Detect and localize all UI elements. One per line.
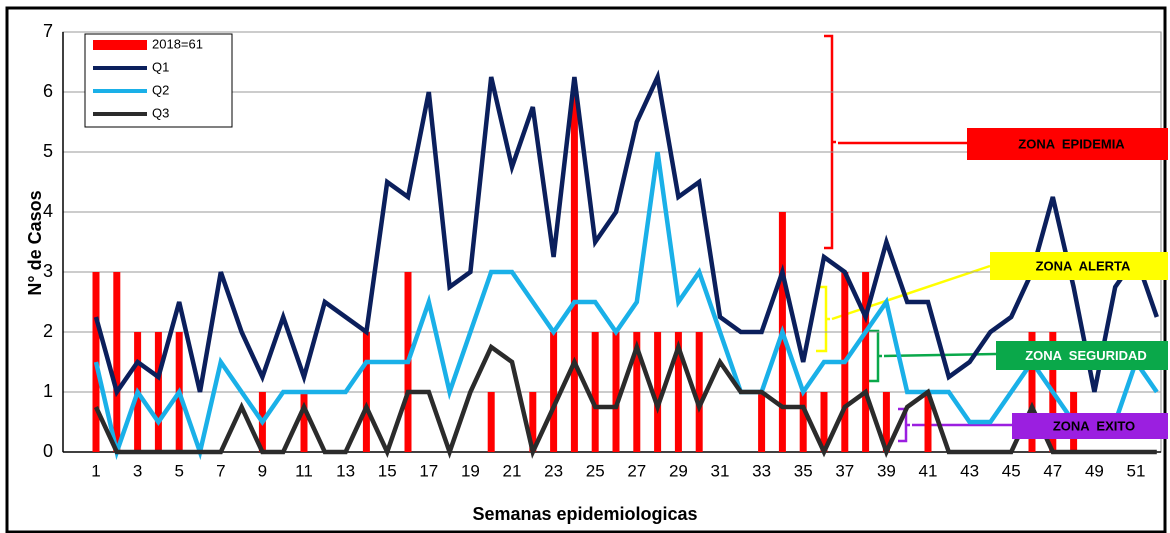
bar [487, 392, 495, 452]
bar [924, 392, 932, 452]
bar [300, 392, 308, 452]
bracket-epidemia [824, 34, 836, 250]
x-tick-label: 3 [133, 461, 142, 480]
annotation-text: ZONA SEGURIDAD [1025, 348, 1147, 363]
x-tick-label: 27 [627, 461, 646, 480]
y-tick-label: 5 [43, 141, 53, 161]
plot-area [62, 31, 1162, 453]
legend: 2018=61 Q1 Q2 Q3 [84, 33, 233, 128]
bar [362, 332, 370, 452]
bar [591, 332, 599, 452]
annotation-text: ZONA ALERTA [1036, 258, 1131, 273]
x-tick-label: 51 [1127, 461, 1146, 480]
annotation-text: ZONA EXITO [1053, 418, 1135, 433]
y-tick-label: 4 [43, 201, 53, 221]
bar [550, 332, 558, 452]
bar [820, 392, 828, 452]
legend-label: 2018=61 [152, 36, 203, 51]
annotation-box [990, 252, 1168, 280]
x-tick-label: 21 [503, 461, 522, 480]
x-tick-label: 43 [960, 461, 979, 480]
brackets [816, 34, 1012, 443]
annotation-box [1012, 413, 1168, 439]
bar [529, 392, 537, 452]
x-tick-label: 33 [752, 461, 771, 480]
annotation-text: ZONA EPIDEMIA [1018, 136, 1125, 151]
bar [612, 332, 620, 452]
legend-label: Q1 [152, 59, 169, 74]
bar [862, 272, 870, 452]
legend-label: Q2 [152, 82, 169, 97]
x-tick-label: 49 [1085, 461, 1104, 480]
y-tick-label: 2 [43, 321, 53, 341]
y-tick-label: 7 [43, 21, 53, 41]
x-tick-label: 45 [1002, 461, 1021, 480]
y-tick-label: 0 [43, 441, 53, 461]
annotation-box [967, 128, 1168, 160]
y-tick-label: 3 [43, 261, 53, 281]
x-tick-label: 9 [258, 461, 267, 480]
y-tick-label: 1 [43, 381, 53, 401]
x-tick-label: 25 [586, 461, 605, 480]
x-tick-label: 23 [544, 461, 563, 480]
bar [799, 392, 807, 452]
x-tick-label: 1 [91, 461, 100, 480]
x-tick-label: 41 [919, 461, 938, 480]
bar [1028, 332, 1036, 452]
legend-label: Q3 [152, 105, 169, 120]
bar [633, 332, 641, 452]
y-tick-label: 6 [43, 81, 53, 101]
x-tick-label: 15 [378, 461, 397, 480]
x-tick-label: 31 [711, 461, 730, 480]
x-tick-label: 47 [1043, 461, 1062, 480]
x-tick-label: 11 [295, 461, 313, 480]
x-tick-label: 5 [174, 461, 183, 480]
x-tick-label: 35 [794, 461, 813, 480]
bar [154, 332, 162, 452]
y-axis-title: N° de Casos [25, 190, 45, 295]
x-tick-label: 17 [419, 461, 438, 480]
bar [882, 392, 890, 452]
bracket-exito [898, 407, 910, 443]
x-tick-label: 37 [835, 461, 854, 480]
bar [570, 92, 578, 452]
x-tick-label: 13 [336, 461, 355, 480]
bracket-seguridad [866, 329, 882, 383]
x-tick-label: 29 [669, 461, 688, 480]
bracket-alerta [816, 285, 830, 353]
x-axis-title: Semanas epidemiologicas [472, 504, 697, 524]
annotation-box [996, 341, 1168, 370]
line [93, 340, 1157, 459]
bar [654, 332, 662, 452]
bar [695, 332, 703, 452]
line [93, 69, 1159, 398]
line [93, 151, 1159, 461]
x-tick-label: 7 [216, 461, 225, 480]
legend-swatch [93, 40, 147, 50]
x-tick-label: 39 [877, 461, 896, 480]
bar [758, 392, 766, 452]
bar [113, 272, 121, 452]
x-tick-label: 19 [461, 461, 480, 480]
bar [674, 332, 682, 452]
pointer-alerta [831, 264, 991, 321]
